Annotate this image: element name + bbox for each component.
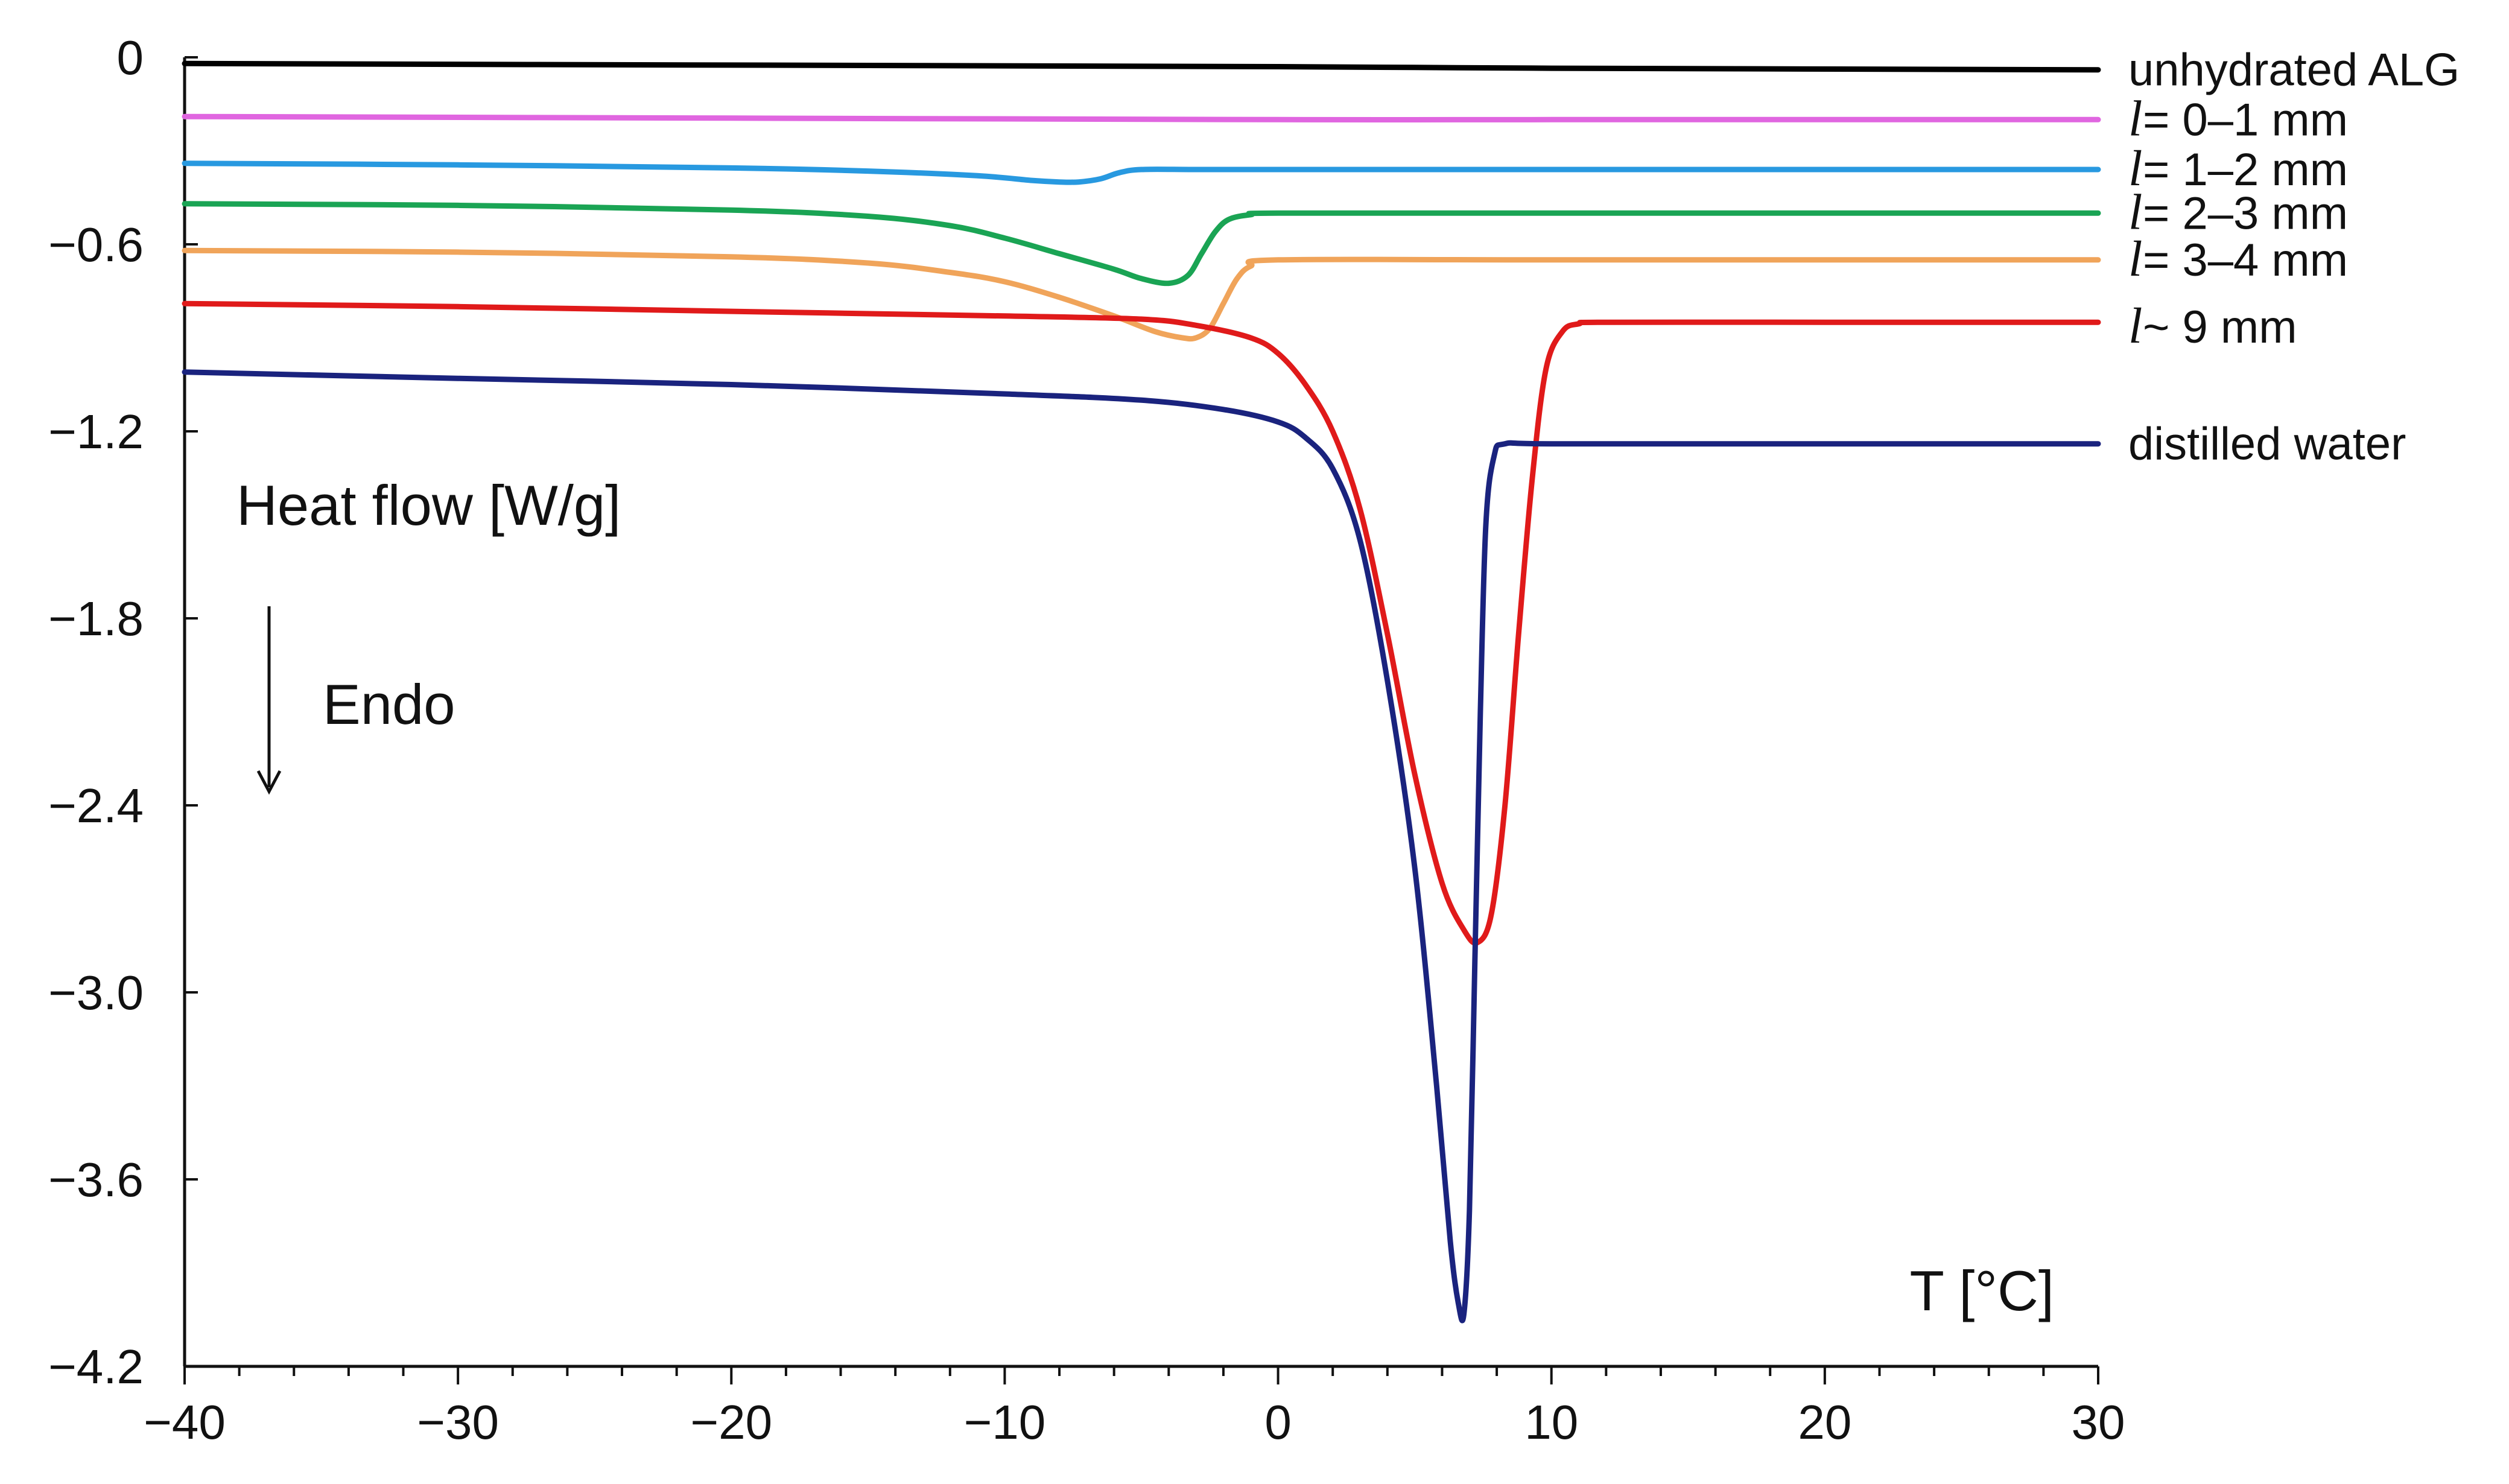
series-label-italic-l: l [2128,90,2142,147]
series-label-italic-l: l [2128,231,2142,287]
x-tick-label: 10 [1524,1395,1578,1449]
series-label: = 2–3 mm [2143,188,2348,239]
series-label: unhydrated ALG [2128,45,2460,96]
series-label: distilled water [2128,419,2406,470]
x-tick-group: −40 −30 −20 −10 0 10 20 30 [144,1366,2125,1449]
y-tick-label: −3.6 [48,1153,144,1207]
series-line-4 [182,247,2101,342]
y-tick-group: 0 −0.6 −1.2 −1.8 −2.4 −3.0 −3.6 −4.2 [48,31,198,1394]
x-tick-label: −30 [417,1395,499,1449]
x-tick-label: −20 [690,1395,772,1449]
endo-arrow-head [256,770,282,795]
series-line-2 [182,160,2101,185]
x-tick-label: 30 [2072,1395,2125,1449]
series-label: = 0–1 mm [2143,94,2348,145]
x-tick-label: −40 [144,1395,226,1449]
series-label-italic-l: l [2128,141,2142,197]
x-tick-label: 20 [1798,1395,1851,1449]
series-label: = 3–4 mm [2143,235,2348,286]
series-line-0 [182,60,2101,73]
y-tick-label: −1.2 [48,405,144,458]
y-tick-label: −3.0 [48,966,144,1019]
series-line-5 [182,300,2101,946]
y-axis-title: Heat flow [W/g] [236,474,621,537]
endo-annotation: Endo [323,673,455,736]
y-tick-label: −2.4 [48,779,144,832]
series-label-italic-l: l [2128,298,2142,354]
series-label-italic-l: l [2128,184,2142,240]
y-tick-label: −1.8 [48,592,144,645]
y-tick-label: 0 [117,31,144,84]
series-group [182,60,2101,1324]
series-line-6 [182,369,2101,1324]
series-label: = 1–2 mm [2143,144,2348,195]
y-tick-label: −0.6 [48,218,144,271]
x-tick-label: 0 [1264,1395,1292,1449]
y-tick-label: −4.2 [48,1340,144,1394]
x-tick-label: −10 [964,1395,1046,1449]
x-axis-title: T [°C] [1909,1259,2054,1322]
series-line-1 [182,113,2101,123]
series-label: ~ 9 mm [2143,302,2297,353]
series-line-3 [182,201,2101,287]
